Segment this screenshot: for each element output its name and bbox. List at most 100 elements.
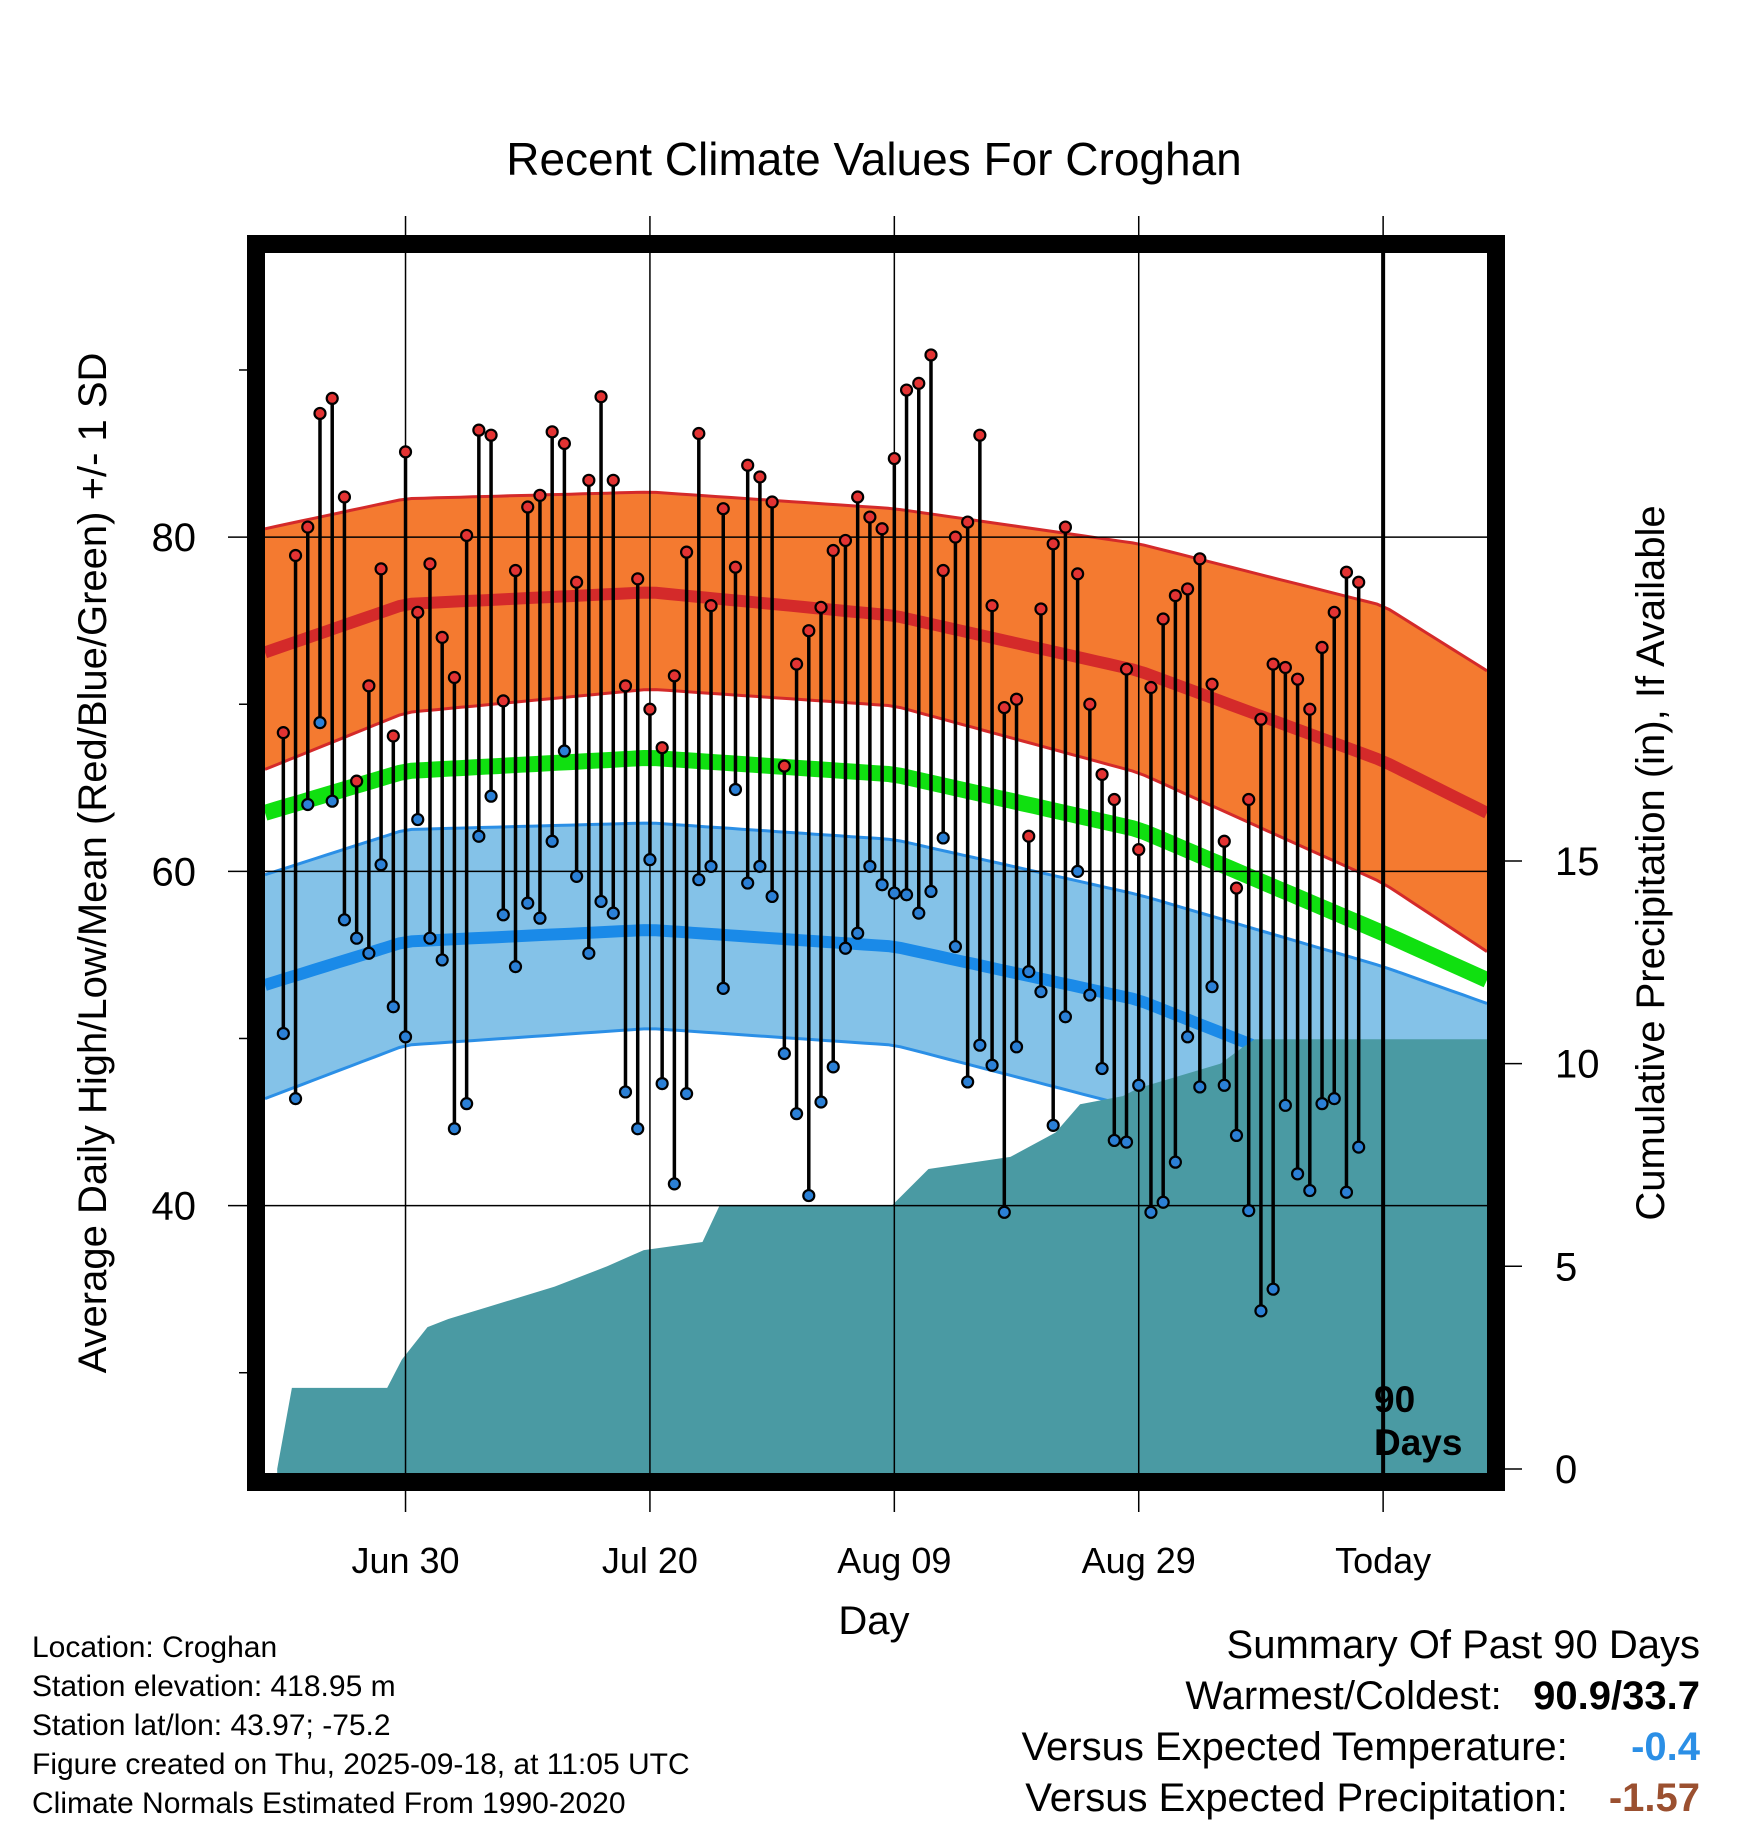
daily-low-point [386, 1000, 400, 1014]
daily-low-point [606, 906, 620, 920]
daily-low-point [1181, 1030, 1195, 1044]
daily-low-point [1046, 1118, 1060, 1132]
daily-high-point [838, 533, 853, 548]
y2-axis-label: Cumulative Precipitation (in), If Availa… [1629, 505, 1673, 1220]
today-label-days-count: 90 [1374, 1379, 1415, 1420]
daily-low-point [851, 926, 865, 940]
daily-high-point [1254, 712, 1268, 726]
daily-low-point [1034, 985, 1048, 999]
y2-tick-label: 0 [1555, 1448, 1577, 1492]
daily-low-point [1119, 1135, 1134, 1149]
daily-high-point [948, 530, 963, 544]
daily-low-point [863, 859, 877, 873]
daily-high-point [1181, 582, 1195, 596]
daily-low-point [826, 1060, 840, 1074]
precip-anomaly-value: -1.57 [1608, 1776, 1700, 1820]
daily-low-point [1058, 1010, 1073, 1024]
mean-normal-line [262, 749, 1491, 988]
daily-low-point [1254, 1304, 1268, 1318]
daily-high-point [1266, 657, 1280, 671]
daily-low-point [961, 1075, 975, 1089]
daily-high-point [1290, 672, 1305, 686]
daily-high-point [692, 426, 706, 441]
daily-low-point [924, 884, 938, 899]
daily-high-point [1022, 829, 1036, 843]
warmest-coldest-value: 90.9/33.7 [1533, 1674, 1700, 1718]
daily-high-point [1107, 792, 1121, 807]
daily-high-point [618, 679, 633, 693]
daily-low-point [704, 859, 718, 873]
daily-low-point [1193, 1080, 1207, 1094]
daily-high-point [875, 522, 889, 536]
daily-low-point [1303, 1183, 1317, 1198]
daily-high-point [411, 605, 425, 619]
high-sd-band [265, 492, 1487, 952]
daily-high-point [1132, 843, 1146, 857]
daily-low-point [753, 859, 767, 873]
daily-high-point [1156, 612, 1170, 626]
daily-high-point [1315, 640, 1329, 655]
daily-low-point [472, 829, 486, 843]
daily-low-point [1327, 1092, 1341, 1106]
daily-high-point [899, 383, 914, 397]
daily-high-point [606, 473, 620, 487]
daily-low-point [1071, 864, 1085, 878]
daily-high-point [1071, 567, 1085, 581]
daily-low-point [582, 946, 596, 960]
elevation-text: Station elevation: 418.95 m [32, 1670, 396, 1703]
station-info: Location: Croghan Station elevation: 418… [32, 1628, 690, 1823]
daily-high-point [704, 599, 718, 613]
high-normal-line [263, 586, 1490, 819]
daily-high-point [997, 700, 1011, 715]
daily-low-point [814, 1095, 828, 1109]
daily-high-point [545, 425, 559, 439]
daily-high-point [631, 572, 645, 586]
daily-high-point [398, 445, 413, 459]
daily-high-point [716, 502, 730, 516]
high-sd-band-lower-edge [264, 688, 1488, 953]
daily-high-point [643, 702, 657, 716]
plot-frame [247, 235, 1505, 1491]
daily-high-point [1046, 537, 1060, 551]
daily-low-point [643, 853, 657, 867]
daily-low-point [313, 716, 327, 730]
daily-high-point [985, 599, 999, 613]
daily-high-point [961, 515, 975, 529]
daily-high-point [887, 451, 901, 466]
daily-low-point [1242, 1204, 1256, 1218]
daily-high-point [276, 726, 290, 740]
daily-high-point [802, 624, 816, 638]
y2-tick-label: 5 [1555, 1245, 1577, 1289]
y-tick-label: 80 [152, 516, 197, 560]
daily-high-point [1303, 702, 1317, 716]
daily-high-point [496, 694, 510, 708]
daily-low-point [362, 946, 376, 960]
y2-tick-label: 15 [1555, 840, 1600, 884]
daily-low-point [374, 858, 388, 872]
daily-low-point [423, 931, 437, 945]
daily-low-point [667, 1177, 681, 1191]
created-text: Figure created on Thu, 2025-09-18, at 11… [32, 1748, 690, 1781]
daily-low-point [508, 960, 523, 974]
daily-low-point [1290, 1167, 1305, 1181]
daily-low-point [545, 834, 559, 848]
daily-low-point [973, 1038, 987, 1052]
normals-bands [262, 490, 1491, 1286]
daily-low-point [655, 1077, 669, 1091]
daily-high-point [435, 630, 449, 644]
daily-high-point [313, 406, 327, 421]
daily-high-point [288, 548, 303, 563]
daily-low-point [521, 896, 535, 910]
daily-low-point [1266, 1282, 1280, 1296]
daily-low-point [789, 1107, 804, 1121]
summary-panel: Summary Of Past 90 Days Warmest/Coldest:… [1022, 1620, 1700, 1824]
daily-low-point [765, 889, 779, 904]
daily-high-point [1242, 792, 1256, 807]
temp-anomaly-value: -0.4 [1631, 1725, 1700, 1769]
daily-low-point [1022, 965, 1036, 979]
daily-high-point [582, 473, 596, 487]
daily-low-point [1217, 1078, 1231, 1092]
x-tick-label: Aug 29 [1082, 1540, 1196, 1581]
precip-anomaly-row: Versus Expected Precipitation: -1.57 [1022, 1773, 1700, 1824]
daily-low-point [899, 888, 914, 902]
